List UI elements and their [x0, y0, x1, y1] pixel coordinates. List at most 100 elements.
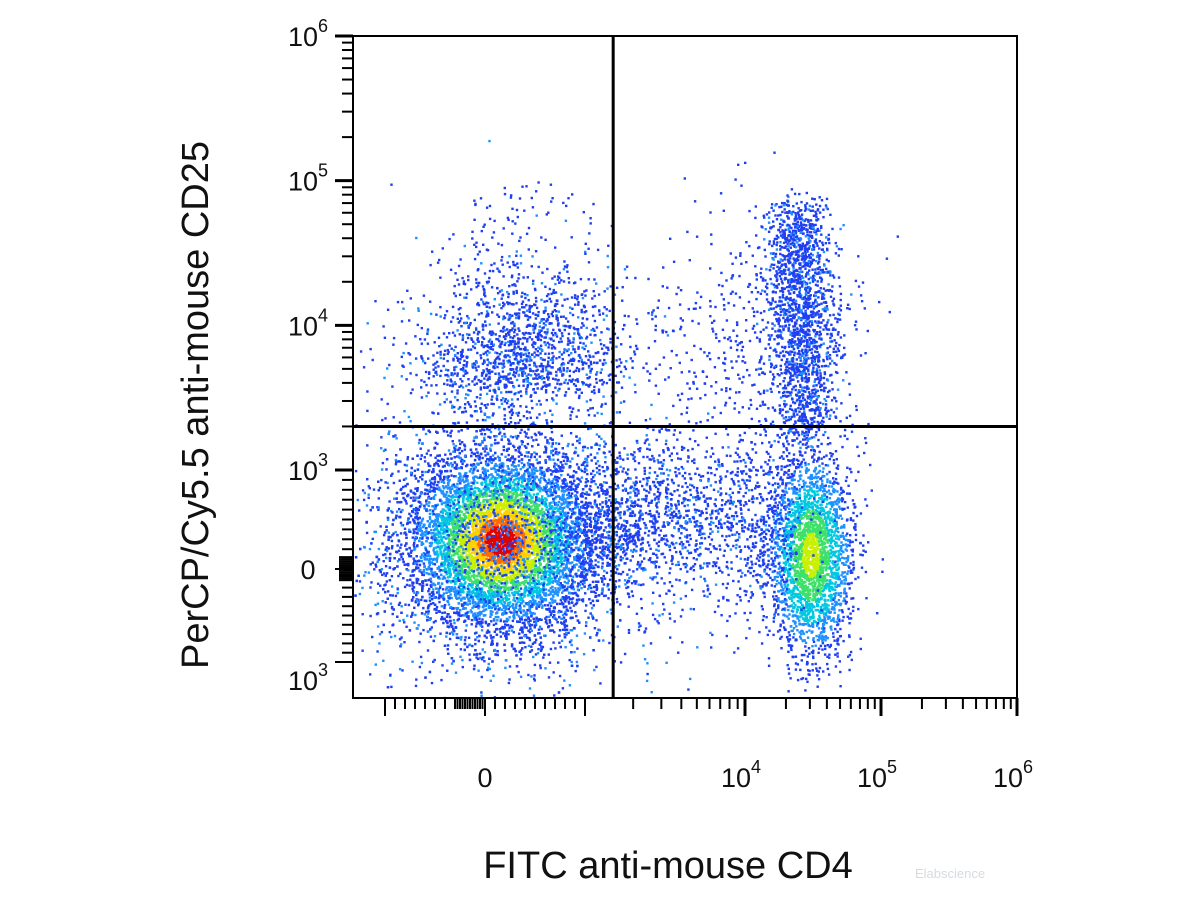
- event-dot: [405, 625, 408, 628]
- event-dot: [615, 534, 618, 537]
- event-dot: [481, 625, 484, 628]
- event-dot: [530, 505, 533, 508]
- event-dot: [490, 506, 493, 510]
- event-dot: [450, 474, 453, 477]
- event-dot: [541, 606, 544, 609]
- event-dot: [382, 553, 385, 557]
- event-dot: [492, 623, 496, 627]
- event-dot: [589, 602, 592, 605]
- event-dot: [532, 493, 535, 496]
- event-dot: [420, 543, 423, 546]
- event-dot: [473, 531, 477, 534]
- event-dot: [511, 436, 515, 439]
- event-dot: [491, 639, 494, 642]
- event-dot: [552, 453, 555, 457]
- event-dot: [475, 656, 478, 659]
- event-dot: [466, 595, 469, 599]
- event-dot: [441, 555, 444, 558]
- event-dot: [555, 481, 558, 484]
- event-dot: [463, 639, 467, 642]
- event-dot: [538, 455, 542, 458]
- event-dot: [544, 448, 548, 452]
- event-dot: [430, 532, 433, 535]
- event-dot: [499, 570, 503, 573]
- event-dot: [537, 488, 540, 491]
- event-dot: [488, 478, 492, 482]
- event-dot: [490, 519, 494, 522]
- event-dot: [428, 522, 432, 525]
- event-dot: [415, 577, 418, 581]
- event-dot: [403, 498, 407, 501]
- event-dot: [575, 463, 579, 466]
- event-dot: [456, 571, 459, 574]
- event-dot: [541, 546, 544, 550]
- event-dot: [441, 544, 444, 548]
- event-dot: [430, 573, 433, 576]
- event-dot: [566, 473, 570, 476]
- event-dot: [521, 572, 524, 575]
- event-dot: [542, 573, 546, 577]
- event-dot: [455, 580, 458, 583]
- event-dot: [516, 485, 519, 488]
- event-dot: [447, 576, 450, 579]
- event-dot: [504, 398, 507, 401]
- event-dot: [491, 484, 494, 487]
- event-dot: [475, 614, 478, 617]
- event-dot: [478, 614, 481, 617]
- event-dot: [471, 606, 474, 610]
- event-dot: [413, 474, 417, 478]
- event-dot: [447, 480, 450, 484]
- event-dot: [480, 691, 483, 694]
- event-dot: [404, 544, 407, 547]
- event-dot: [510, 586, 513, 589]
- event-dot: [584, 592, 587, 595]
- event-dot: [460, 551, 463, 555]
- event-dot: [495, 578, 498, 582]
- event-dot: [510, 484, 513, 487]
- event-dot: [530, 399, 533, 403]
- event-dot: [635, 519, 638, 523]
- event-dot: [479, 504, 483, 507]
- event-dot: [417, 598, 420, 601]
- event-dot: [388, 559, 392, 562]
- event-dot: [445, 512, 448, 516]
- event-dot: [423, 460, 427, 463]
- event-dot: [615, 530, 618, 534]
- event-dot: [433, 476, 437, 479]
- event-dot: [568, 496, 571, 499]
- event-dot: [478, 601, 482, 604]
- event-dot: [551, 629, 555, 632]
- event-dot: [545, 622, 549, 625]
- event-dot: [453, 450, 457, 453]
- event-dot: [519, 515, 522, 518]
- event-dot: [576, 585, 579, 588]
- event-dot: [539, 664, 542, 667]
- event-dot: [438, 600, 441, 604]
- event-dot: [509, 442, 512, 445]
- event-dot: [444, 493, 448, 496]
- event-dot: [453, 446, 456, 449]
- event-dot: [512, 631, 515, 634]
- event-dot: [521, 570, 524, 573]
- event-dot: [431, 489, 434, 493]
- event-dot: [554, 518, 557, 521]
- event-dot: [403, 463, 407, 467]
- event-dot: [418, 516, 421, 519]
- event-dot: [443, 561, 446, 564]
- event-dot: [448, 637, 452, 641]
- event-dot: [563, 506, 566, 509]
- event-dot: [485, 584, 488, 588]
- event-dot: [618, 579, 621, 582]
- event-dot: [400, 555, 403, 558]
- event-dot: [460, 577, 463, 580]
- event-dot: [508, 605, 512, 608]
- event-dot: [500, 512, 503, 515]
- event-dot: [522, 580, 526, 584]
- event-dot: [427, 590, 430, 593]
- event-dot: [558, 531, 562, 535]
- event-dot: [454, 549, 457, 553]
- event-dot: [455, 643, 458, 646]
- event-dot: [602, 536, 605, 539]
- event-dot: [431, 598, 434, 601]
- event-dot: [540, 576, 543, 580]
